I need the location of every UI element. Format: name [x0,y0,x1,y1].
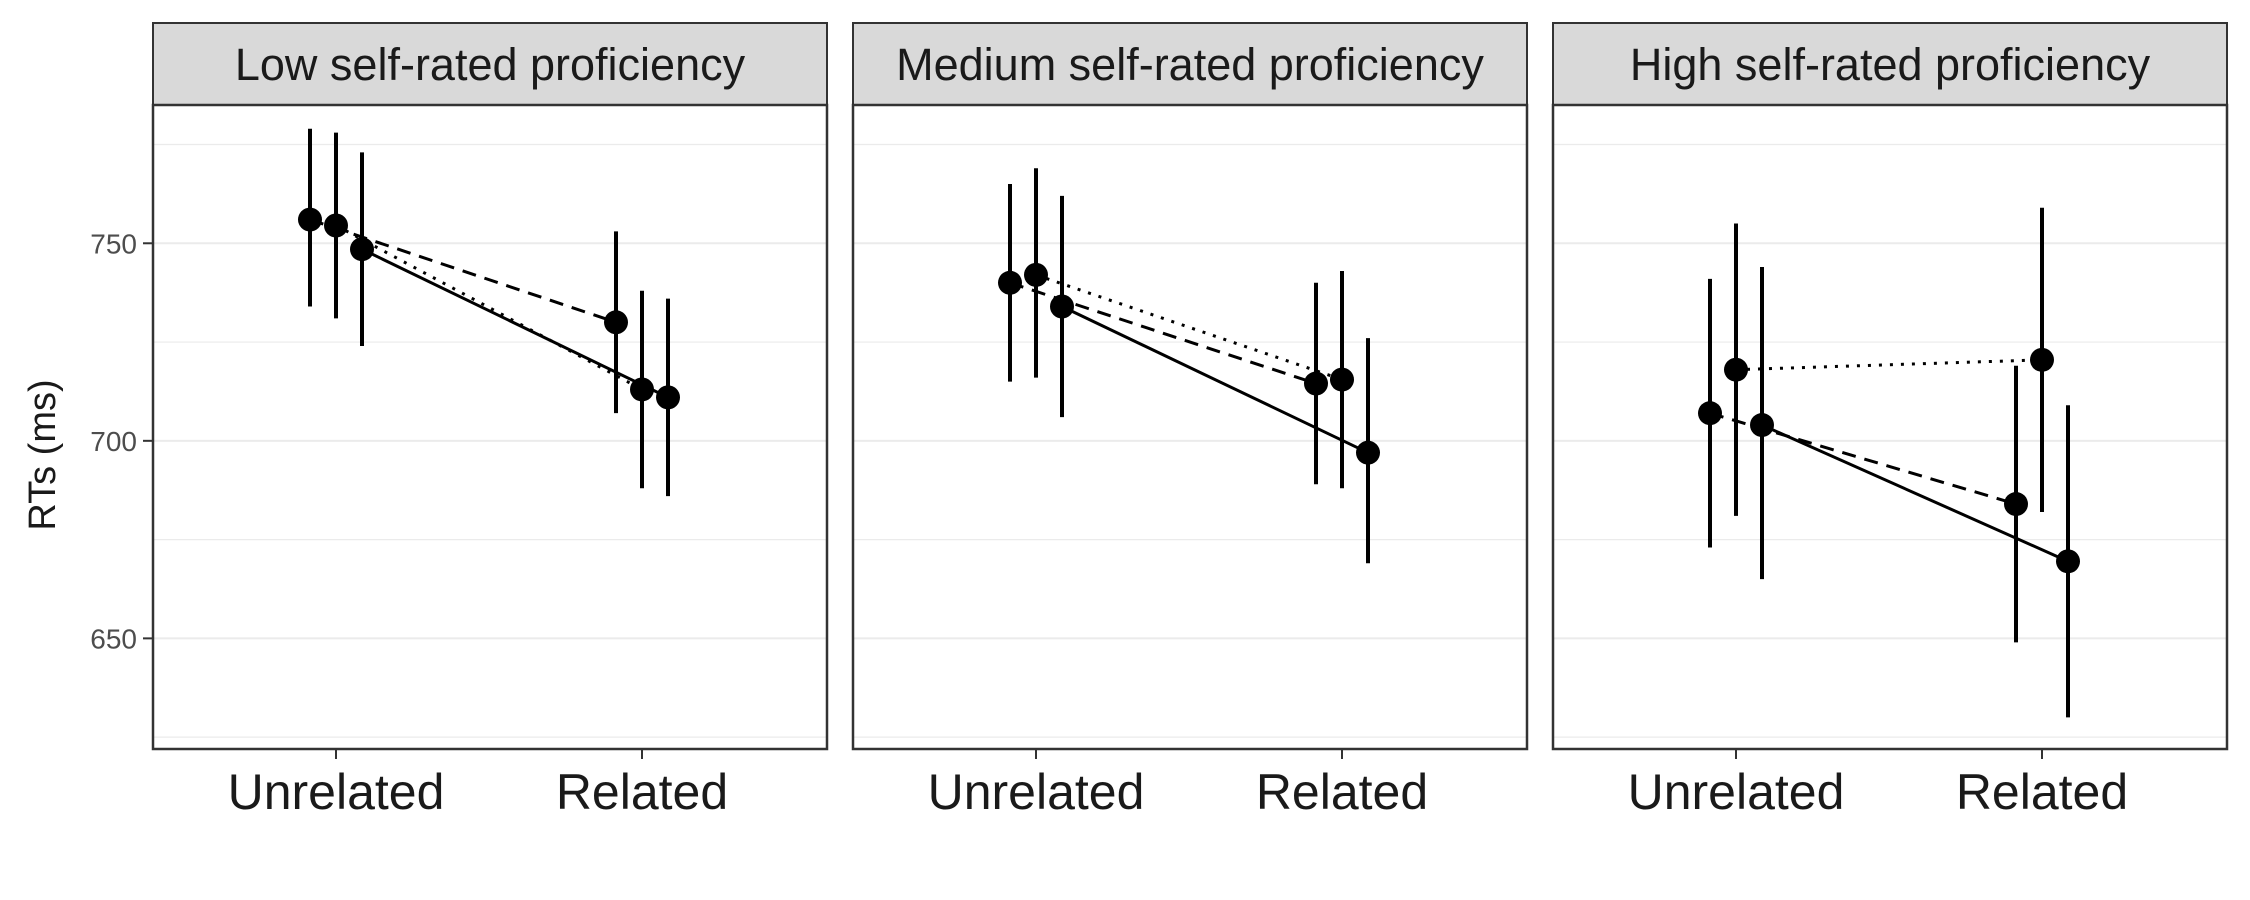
panel-2: Medium self-rated proficiency Unrelated Re… [851,22,1529,820]
facet-strip [152,22,828,106]
facet-strip [852,22,1528,106]
x-tick-label: Related [1256,764,1428,820]
panel-border [1551,103,2229,751]
y-tick-label: 650 [90,623,137,654]
facet-strip [1552,22,2228,106]
plot-background [153,105,827,749]
y-axis-label: RTs (ms) [22,379,64,530]
facet-title: High self-rated proficiency [1630,39,2151,90]
data-point [604,310,628,335]
data-point [1724,357,1748,382]
data-point [1750,413,1774,438]
data-point [1024,262,1048,287]
y-tick-label: 700 [90,426,137,457]
x-tick-label: Related [1956,764,2128,820]
data-point [324,213,348,238]
data-point [630,377,654,402]
panel-border [151,103,829,751]
series-line-dotted [335,224,643,391]
facet-title: Medium self-rated proficiency [896,39,1484,90]
plot-background [1553,105,2227,749]
data-point [1050,294,1074,319]
data-point [1356,440,1380,465]
facet-title: Low self-rated proficiency [235,39,746,90]
chart-panels: Low self-rated proficiency Unrelated Relat… [90,22,2229,820]
panel-border [851,103,1529,751]
data-point [998,270,1022,295]
series-line-dotted [1735,358,2043,372]
x-tick-label: Unrelated [1628,764,1845,820]
data-point [1304,371,1328,396]
data-point [656,385,680,410]
data-point [2030,347,2054,372]
data-point [298,207,322,232]
panel-3: High self-rated proficiency Unrelated Rela… [1551,22,2229,820]
panel-1: Low self-rated proficiency Unrelated Relat… [90,22,829,820]
data-point [1698,401,1722,426]
x-tick-label: Related [556,764,728,820]
data-point [2056,549,2080,574]
data-point [1330,367,1354,392]
data-point [350,237,374,262]
x-tick-label: Unrelated [928,764,1145,820]
plot-background [853,105,1527,749]
y-tick-label: 750 [90,228,137,259]
x-tick-label: Unrelated [228,764,445,820]
data-point [2004,492,2028,517]
